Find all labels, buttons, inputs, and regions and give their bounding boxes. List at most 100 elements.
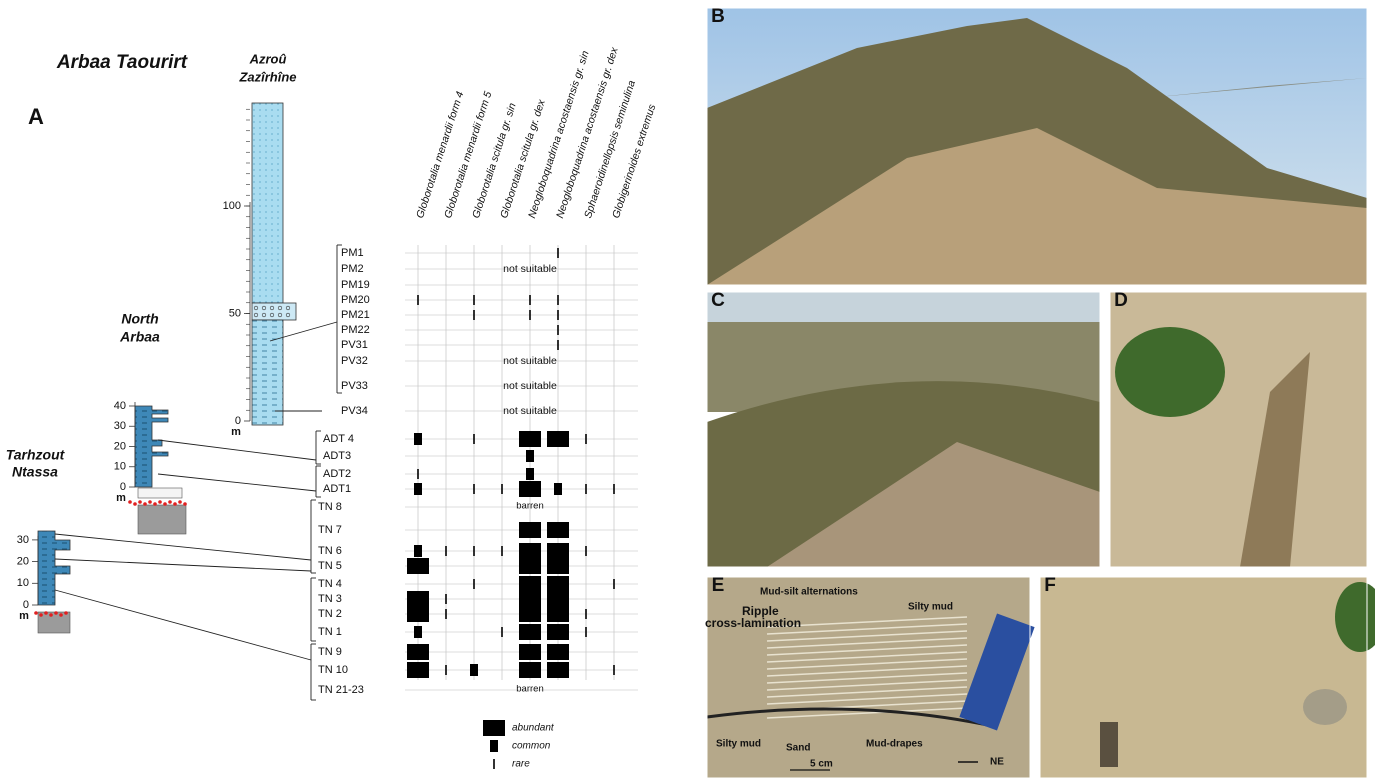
column: [252, 320, 283, 425]
scale-label: 20: [17, 556, 29, 568]
legend-swatch: [483, 720, 505, 736]
abundance-mark: [473, 484, 475, 494]
abundance-mark: [407, 558, 429, 574]
correlation-line: [55, 559, 311, 571]
correlation-line: [55, 534, 311, 560]
abundance-mark: [519, 624, 541, 640]
abundance-mark: [585, 484, 587, 494]
unconformity-dot: [158, 500, 162, 504]
photo-annotation: Silty mud: [716, 739, 761, 750]
section-name: Arbaa: [119, 329, 160, 345]
abundance-mark: [526, 450, 534, 462]
abundance-mark: [613, 579, 615, 589]
legend-label: rare: [512, 759, 530, 770]
section-name: Zazîrhîne: [238, 69, 296, 84]
sample-label: PM21: [341, 309, 370, 321]
abundance-mark: [519, 591, 541, 607]
sample-label: TN 7: [318, 524, 342, 536]
abundance-mark: [547, 624, 569, 640]
sample-label: TN 4: [318, 578, 342, 590]
column: [38, 531, 70, 605]
sample-label: ADT1: [323, 483, 351, 495]
section-name: Azroû: [249, 51, 287, 66]
sample-label: PM19: [341, 279, 370, 291]
scale-label: 50: [229, 307, 241, 319]
abundance-mark: [407, 591, 429, 607]
abundance-mark: [445, 609, 447, 619]
abundance-mark: [519, 558, 541, 574]
figure: Arbaa Taourirt A AzroûZazîrhîne050100mNo…: [0, 0, 1375, 784]
sample-note: barren: [516, 501, 543, 512]
abundance-mark: [519, 522, 541, 538]
unconformity-dot: [148, 500, 152, 504]
unconformity-dot: [54, 611, 58, 615]
basement: [138, 505, 186, 534]
sample-label: TN 9: [318, 646, 342, 658]
basement: [38, 612, 70, 633]
abundance-mark: [585, 434, 587, 444]
unconformity-dot: [49, 613, 53, 617]
unconformity-dot: [178, 500, 182, 504]
abundance-mark: [445, 546, 447, 556]
abundance-mark: [519, 481, 541, 497]
correlation-line: [158, 440, 316, 460]
abundance-mark: [473, 579, 475, 589]
abundance-mark: [519, 606, 541, 622]
abundance-mark: [585, 546, 587, 556]
conglomerate: [138, 488, 182, 498]
panel-label: A: [28, 104, 44, 129]
abundance-mark: [519, 431, 541, 447]
abundance-mark: [547, 558, 569, 574]
photo-label: B: [711, 6, 725, 27]
abundance-mark: [547, 644, 569, 660]
scale-label: 40: [114, 400, 126, 412]
abundance-mark: [585, 627, 587, 637]
abundance-mark: [526, 468, 534, 480]
abundance-mark: [519, 644, 541, 660]
abundance-mark: [547, 431, 569, 447]
sample-label: PV32: [341, 355, 368, 367]
scale-label: 10: [17, 577, 29, 589]
unconformity-dot: [34, 611, 38, 615]
photo-label: C: [711, 290, 725, 311]
abundance-mark: [473, 546, 475, 556]
scale-unit: m: [116, 492, 126, 504]
photo-label: E: [712, 575, 725, 596]
species-header: Sphaeroidinellopsis seminulina: [582, 79, 638, 220]
abundance-mark: [613, 484, 615, 494]
column: [252, 303, 296, 320]
abundance-mark: [547, 662, 569, 678]
unconformity-dot: [59, 613, 63, 617]
abundance-mark: [417, 469, 419, 479]
abundance-mark: [501, 484, 503, 494]
photo-annotation: cross-lamination: [705, 616, 801, 630]
correlation-line: [55, 590, 311, 660]
sample-label: PV34: [341, 405, 368, 417]
unconformity-dot: [143, 502, 147, 506]
abundance-mark: [445, 594, 447, 604]
sample-label: ADT2: [323, 468, 351, 480]
unconformity-dot: [64, 611, 68, 615]
abundance-mark: [547, 543, 569, 559]
abundance-mark: [501, 627, 503, 637]
sample-label: PM22: [341, 324, 370, 336]
abundance-mark: [445, 665, 447, 675]
sample-label: PM20: [341, 294, 370, 306]
abundance-mark: [414, 433, 422, 445]
unconformity-dot: [128, 500, 132, 504]
abundance-mark: [414, 483, 422, 495]
abundance-mark: [414, 545, 422, 557]
abundance-mark: [557, 295, 559, 305]
abundance-mark: [519, 662, 541, 678]
abundance-mark: [407, 606, 429, 622]
sample-note: not suitable: [503, 263, 557, 275]
unconformity-dot: [183, 502, 187, 506]
section-name: Ntassa: [12, 464, 58, 480]
abundance-mark: [529, 295, 531, 305]
scale-unit: m: [19, 610, 29, 622]
photo-annotation: Mud-silt alternations: [760, 587, 858, 598]
abundance-mark: [547, 576, 569, 592]
scale-label: 30: [114, 420, 126, 432]
sample-label: TN 5: [318, 560, 342, 572]
scale-label: 10: [114, 461, 126, 473]
